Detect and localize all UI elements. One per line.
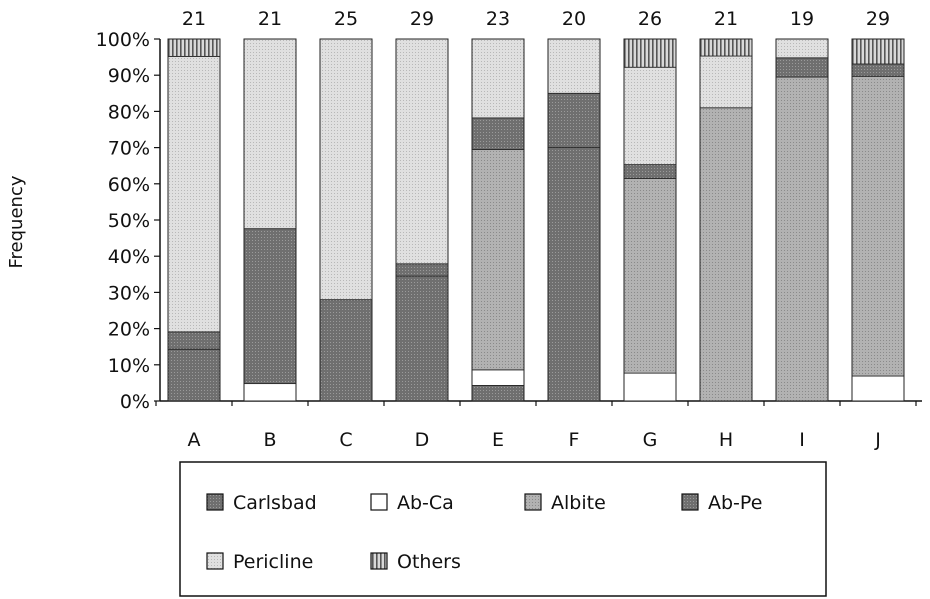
legend-swatch (370, 552, 388, 570)
y-tick-label: 100% (96, 29, 150, 51)
legend-swatch (524, 493, 542, 511)
bar-segment-pericline (319, 38, 373, 301)
bar-segment-albite (623, 177, 677, 374)
x-axis-labels: A B C D E F G H I J (188, 429, 881, 451)
x-tick-label: J (874, 429, 881, 451)
legend-label: Carlsbad (233, 492, 317, 514)
legend-swatch (206, 552, 224, 570)
bar-segment-pericline (547, 38, 601, 94)
bar-count-label: 26 (638, 8, 662, 30)
bar-segment-others (851, 38, 905, 65)
bar-outline (851, 38, 905, 402)
bar-segment-ab-pe (167, 331, 221, 350)
bar-count-label: 23 (486, 8, 510, 30)
bar-segment-ab-pe (243, 228, 297, 385)
sample-counts: 21 21 25 29 23 20 26 21 19 29 (182, 8, 890, 30)
x-tick-label: D (415, 429, 430, 451)
y-tick-label: 40% (108, 246, 150, 268)
x-tick-label: H (719, 429, 733, 451)
legend-swatch (681, 493, 699, 511)
x-tick-label: B (263, 429, 276, 451)
legend-label: Ab-Pe (708, 492, 762, 514)
bar-count-label: 29 (410, 8, 434, 30)
bar-segment-pericline (623, 66, 677, 166)
y-tick-label: 60% (108, 174, 150, 196)
legend-label: Others (397, 551, 461, 573)
bar-segment-carlsbad (471, 385, 525, 402)
bar-segment-albite (699, 107, 753, 402)
legend-label: Pericline (233, 551, 313, 573)
legend-swatch (206, 493, 224, 511)
bar-outline (775, 38, 829, 402)
bar-count-label: 21 (182, 8, 206, 30)
x-tick-label: F (569, 429, 580, 451)
x-tick-label: E (492, 429, 504, 451)
bar-segment-pericline (167, 55, 221, 333)
bar-segment-ab-ca (471, 369, 525, 386)
bars (167, 38, 905, 402)
bar-outline (471, 38, 525, 402)
bar-segment-others (167, 38, 221, 57)
bar-segment-ab-ca (851, 375, 905, 402)
bar-segment-carlsbad (167, 348, 221, 402)
x-tick-label: G (643, 429, 658, 451)
bar-segment-carlsbad (395, 275, 449, 402)
bar-segment-ab-pe (395, 263, 449, 277)
bar-outline (243, 38, 297, 402)
y-tick-label: 80% (108, 101, 150, 123)
bar-segment-ab-pe (851, 63, 905, 77)
y-tick-label: 90% (108, 65, 150, 87)
bar-segment-ab-ca (243, 383, 297, 402)
bar-segment-pericline (395, 38, 449, 265)
bar-segment-carlsbad (547, 147, 601, 402)
bar-outline (547, 38, 601, 402)
y-tick-label: 70% (108, 138, 150, 160)
legend-swatch (370, 493, 388, 511)
bar-outline (699, 38, 753, 402)
bar-count-label: 21 (258, 8, 282, 30)
bar-segment-ab-pe (623, 164, 677, 179)
y-axis: 0% 10% 20% 30% 40% 50% 60% 70% 80% 90% 100% (96, 29, 922, 413)
bar-segment-ab-pe (471, 117, 525, 150)
bar-segment-carlsbad (319, 299, 373, 402)
legend-label: Ab-Ca (397, 492, 454, 514)
y-axis-title: Frequency (6, 175, 27, 268)
legend-box (179, 461, 827, 597)
bar-count-label: 20 (562, 8, 586, 30)
bar-count-label: 19 (790, 8, 814, 30)
bar-segment-ab-ca (623, 372, 677, 402)
bar-count-label: 29 (866, 8, 890, 30)
y-tick-label: 30% (108, 282, 150, 304)
bar-segment-albite (775, 76, 829, 402)
bar-outline (395, 38, 449, 402)
bar-segment-pericline (775, 38, 829, 59)
bar-segment-pericline (243, 38, 297, 230)
bar-segment-pericline (699, 55, 753, 109)
bar-outline (167, 38, 221, 402)
bar-segment-ab-pe (775, 57, 829, 78)
x-tick-label: I (799, 429, 805, 451)
bar-segment-albite (471, 149, 525, 371)
bar-segment-albite (851, 75, 905, 377)
bar-outline (623, 38, 677, 402)
bar-outline (319, 38, 373, 402)
bar-segment-others (699, 38, 753, 57)
y-tick-label: 10% (108, 355, 150, 377)
bar-count-label: 21 (714, 8, 738, 30)
bar-segment-pericline (471, 38, 525, 119)
bar-segment-ab-pe (547, 92, 601, 149)
legend: Carlsbad Ab-Ca Albite Ab-Pe Pericline Others (179, 461, 827, 597)
x-tick-label: A (188, 429, 201, 451)
y-tick-label: 20% (108, 319, 150, 341)
bar-segment-others (623, 38, 677, 68)
y-tick-label: 0% (120, 391, 150, 413)
legend-label: Albite (551, 492, 606, 514)
x-tick-label: C (339, 429, 352, 451)
bar-count-label: 25 (334, 8, 358, 30)
y-tick-label: 50% (108, 210, 150, 232)
